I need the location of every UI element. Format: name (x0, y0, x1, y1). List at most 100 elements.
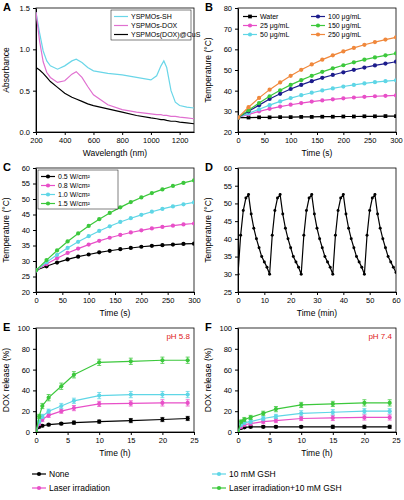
marker (36, 430, 38, 432)
legend-entry: 250 μg/mL (311, 31, 361, 39)
error-bar (362, 400, 366, 406)
y-tick: 50 (224, 66, 238, 75)
y-axis-title: Temperature (°C) (203, 37, 213, 102)
y-tick-label: 50 (224, 66, 232, 75)
error-bar (362, 425, 366, 428)
error-bar-cap (362, 414, 366, 415)
y-axis: 020406080100 (17, 324, 36, 437)
marker (318, 237, 321, 240)
y-tick: 40 (22, 386, 36, 395)
marker (36, 430, 38, 432)
series-line (36, 395, 188, 432)
y-tick-mark (33, 390, 36, 391)
y-tick-mark (235, 186, 238, 187)
x-tick-label: 200 (338, 136, 351, 145)
panel-label: F (205, 321, 212, 333)
marker (129, 200, 133, 204)
marker (150, 226, 154, 230)
series-line (238, 62, 396, 118)
marker (326, 260, 329, 263)
annotation: pH 5.8 (166, 332, 190, 341)
error-bar-cap (388, 413, 392, 414)
marker (358, 260, 361, 263)
marker (192, 221, 194, 225)
legend-label: 1.5 W/cm² (58, 200, 91, 207)
y-tick-label: 60 (22, 164, 30, 173)
y-tick: 100 (219, 324, 238, 333)
panel: 0501001502002503002025303540455055600.5 … (1, 161, 201, 318)
error-bar (72, 372, 76, 378)
y-tick: 70 (224, 25, 238, 34)
marker (337, 209, 340, 212)
marker (129, 401, 133, 405)
error-bar-cap (388, 399, 392, 400)
marker (289, 115, 293, 119)
legend-marker (248, 15, 252, 19)
y-tick-label: 1.5 (20, 4, 30, 13)
y-tick: 60 (224, 45, 238, 54)
y-tick-mark (235, 70, 238, 71)
error-bar (129, 358, 133, 364)
series (36, 400, 190, 432)
series-line (238, 116, 396, 117)
x-tick-label: 800 (116, 136, 129, 145)
marker (278, 80, 282, 84)
error-bar (388, 409, 392, 414)
marker (352, 83, 356, 87)
marker (97, 229, 101, 233)
x-tick-mark (301, 432, 302, 435)
marker (352, 246, 355, 249)
error-bar-cap (299, 410, 303, 411)
x-tick: 0 (34, 432, 38, 445)
marker (129, 246, 133, 250)
legend-label: 250 μg/mL (328, 31, 361, 39)
marker (260, 255, 263, 258)
x-axis-title: Time (s) (302, 148, 333, 158)
error-bar (186, 416, 190, 420)
error-bar (47, 413, 51, 417)
legend-label: 0.8 W/cm² (58, 182, 91, 189)
y-tick: 55 (224, 182, 238, 191)
marker (181, 202, 185, 206)
y-tick-label: 60 (224, 164, 232, 173)
marker (97, 239, 101, 243)
x-tick: 400 (59, 132, 72, 145)
legend-marker (316, 14, 320, 18)
y-tick-mark (33, 246, 36, 247)
series (238, 60, 396, 120)
y-tick-label: 80 (224, 345, 232, 354)
marker (273, 209, 276, 212)
error-bar (97, 392, 101, 398)
marker (310, 100, 314, 104)
y-tick-label: 40 (22, 386, 30, 395)
plot-area: 05010015020025030020304050607080Water25 … (224, 4, 403, 145)
marker (257, 115, 261, 119)
y-tick: 20 (22, 288, 36, 297)
marker (310, 115, 314, 119)
x-tick-label: 15 (127, 436, 135, 445)
marker (160, 358, 164, 362)
x-tick-mark (343, 292, 344, 295)
y-tick: 60 (22, 164, 36, 173)
marker (331, 273, 334, 276)
marker (36, 430, 38, 432)
marker (289, 96, 293, 100)
plot-area: 01020304050602530354045505560 (224, 164, 401, 305)
marker (341, 96, 345, 100)
y-tick-mark (33, 168, 36, 169)
error-bar-cap (160, 397, 164, 398)
x-tick: 200 (30, 132, 43, 145)
x-tick-label: 60 (392, 296, 400, 305)
legend-label: 100 μg/mL (328, 13, 361, 21)
marker (47, 423, 51, 427)
series-line (238, 37, 396, 117)
error-bar (331, 410, 335, 415)
marker (192, 242, 194, 246)
x-tick-label: 0 (236, 436, 240, 445)
marker (59, 404, 63, 408)
error-bar (242, 417, 246, 421)
legend-label: 0.5 W/cm² (58, 173, 91, 180)
marker (310, 74, 314, 78)
x-tick-mark (89, 292, 90, 295)
y-axis-line (238, 9, 239, 133)
